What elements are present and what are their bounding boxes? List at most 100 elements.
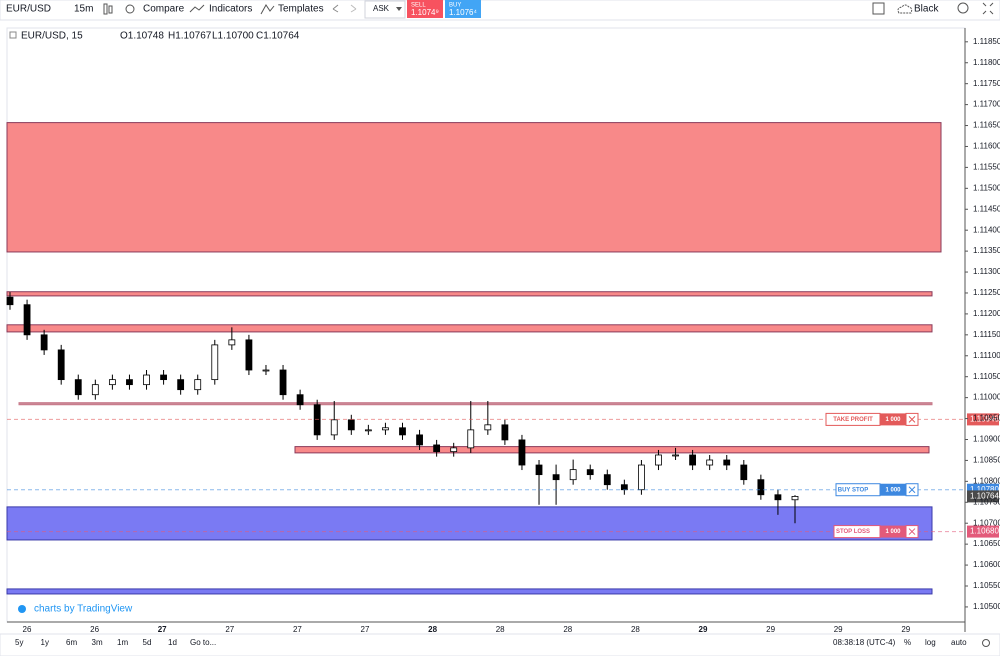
x-tick-label: 27 [158,625,167,634]
templates-icon[interactable] [260,4,275,15]
range-button[interactable]: 1d [168,638,177,647]
watermark-logo [18,605,26,613]
order-qty-box[interactable] [880,525,906,538]
undo-button[interactable] [332,4,339,13]
x-tick-label: 28 [496,625,505,634]
compare-button[interactable]: Compare [143,4,185,15]
y-tick-label: 1.10600 [973,560,1000,569]
indicators-button[interactable]: Indicators [209,4,252,15]
interval-button[interactable]: 15m [74,4,93,15]
legend-symbol: EUR/USD, 15 [21,31,83,42]
candle-body [569,469,577,481]
order-label: STOP LOSS [836,529,870,535]
y-tick-label: 1.11450 [973,204,1000,213]
candle-body [330,419,338,436]
watermark[interactable]: charts by TradingView [34,604,133,615]
axis-settings[interactable] [982,639,990,647]
percent-button[interactable]: % [904,638,911,647]
y-tick-label: 1.10500 [973,602,1000,611]
x-tick-label: 29 [766,625,775,634]
shape-button[interactable] [872,2,885,15]
range-button[interactable]: 5d [143,638,152,647]
candle-body [638,464,645,491]
fullscreen-button[interactable] [982,2,994,15]
indicators-icon[interactable] [189,4,205,13]
x-tick-label: 29 [699,625,708,634]
candle-body [296,394,304,406]
compare-icon[interactable] [125,4,135,14]
sell-button[interactable] [407,0,443,18]
y-tick-label: 1.11000 [973,393,1000,402]
auto-button[interactable]: auto [951,638,967,647]
order-qty-box[interactable] [880,413,906,426]
candle-body [211,344,219,381]
collapse-button[interactable] [9,31,17,39]
ask-dropdown[interactable] [364,0,406,19]
x-tick-label: 28 [428,625,437,634]
candle-body [535,464,543,476]
range-button[interactable]: 1y [41,638,49,647]
y-tick-label: 1.10950 [973,414,1000,423]
candle-body [706,459,714,466]
candle-body [740,464,748,481]
zones [6,122,942,595]
y-tick-label: 1.11600 [973,142,1000,151]
templates-button[interactable]: Templates [278,4,324,15]
x-tick-label: 26 [90,625,99,634]
candle-type-icon[interactable] [103,3,113,15]
candle-body [484,424,492,431]
x-tick-label: 27 [361,625,370,634]
symbol-button[interactable]: EUR/USD [6,4,51,15]
candle-body [364,429,372,432]
candle-body [757,479,765,496]
candle-body [245,339,253,371]
dropdown-arrow [396,7,402,11]
price-label: 1.10948 [970,415,999,424]
x-tick-label: 26 [23,625,32,634]
zone [294,446,930,454]
price-label: 1.10780 [970,485,999,494]
y-tick-label: 1.11200 [973,309,1000,318]
order-qty-box[interactable] [880,483,906,496]
y-tick-label: 1.10550 [973,581,1000,590]
theme-button[interactable]: Black [914,4,939,15]
redo-button[interactable] [350,4,357,13]
theme-icon[interactable] [897,4,913,14]
range-button[interactable]: 5y [15,638,23,647]
goto-button[interactable]: Go to... [190,638,216,647]
candle-body [467,429,475,449]
y-tick-label: 1.10650 [973,539,1000,548]
candle-body [57,349,65,381]
candle-body [416,434,423,446]
y-tick-label: 1.10700 [973,518,1000,527]
range-button[interactable]: 3m [92,638,103,647]
bottom-bar [0,633,1000,656]
price-label-box [967,525,999,538]
y-tick-label: 1.11850 [973,37,1000,46]
candle-body [518,439,526,466]
price-label: 1.10680 [970,527,999,536]
log-button[interactable]: log [925,638,936,647]
settings-button[interactable] [957,2,969,14]
range-button[interactable]: 1m [117,638,128,647]
x-tick-label: 28 [563,625,572,634]
buy-button[interactable] [445,0,481,18]
y-tick-label: 1.11100 [973,351,1000,360]
y-tick-label: 1.11350 [973,246,1000,255]
range-button[interactable]: 6m [66,638,77,647]
y-tick-label: 1.11250 [973,288,1000,297]
candle-body [689,454,697,466]
candle-body [126,379,133,386]
candle-body [160,374,167,381]
candle-body [177,379,185,391]
candle-body [91,384,99,396]
x-tick-label: 27 [293,625,302,634]
order-label: TAKE PROFIT [833,417,873,423]
y-tick-label: 1.11050 [973,372,1000,381]
legend-open: O1.10748 [120,31,164,42]
y-tick-label: 1.11750 [973,79,1000,88]
y-tick-label: 1.11700 [973,100,1000,109]
x-tick-label: 27 [225,625,234,634]
y-tick-label: 1.11400 [973,225,1000,234]
